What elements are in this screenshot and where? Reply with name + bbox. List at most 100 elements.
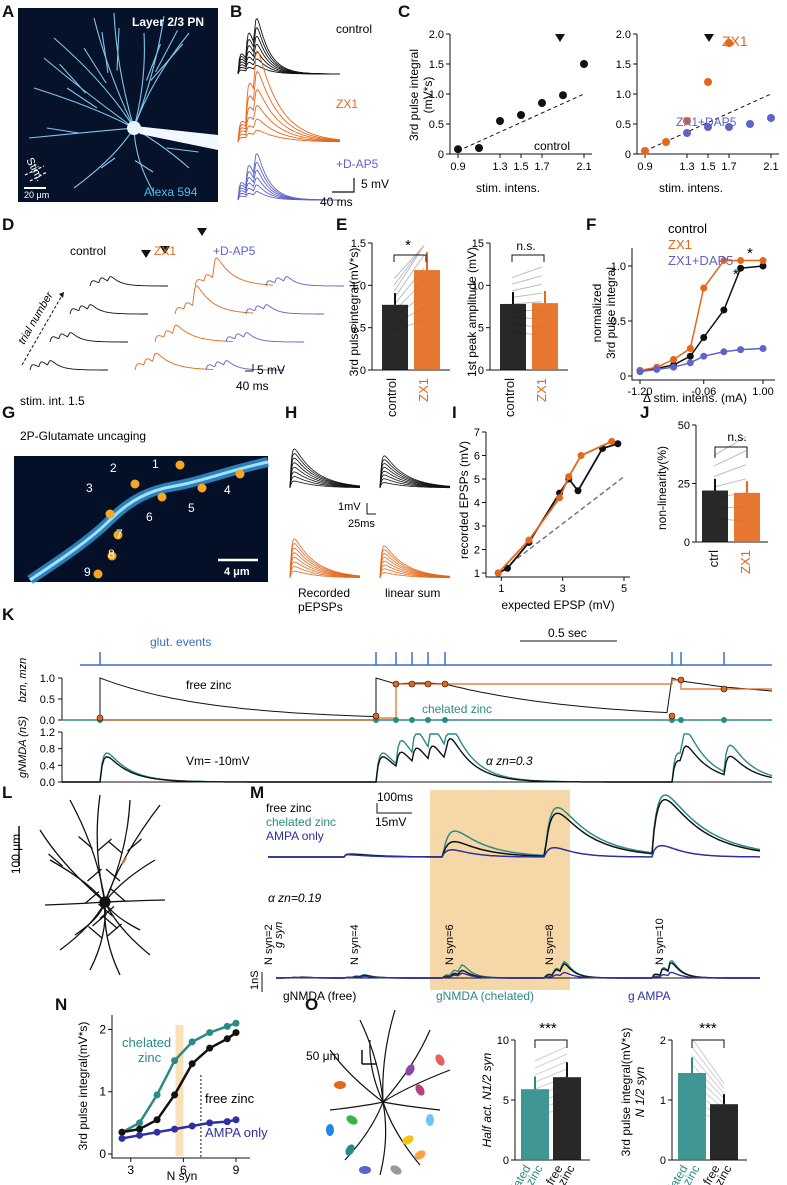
o-synapse-cluster	[326, 1124, 334, 1136]
k-ylabel2: gNMDA (nS)	[17, 716, 29, 778]
dendrite-branch	[145, 43, 162, 81]
c-axes-0	[449, 34, 592, 155]
c-point	[725, 123, 733, 131]
e-ylabel1: 3rd pulse integral(mV*s)	[347, 248, 361, 377]
o-bar	[521, 1089, 549, 1160]
i-ytick-label: 3	[474, 521, 480, 533]
j-ytick-label: 50	[678, 420, 690, 432]
e-paired-line	[393, 245, 425, 293]
f-point	[737, 346, 745, 354]
k-event-dot	[409, 717, 415, 723]
uncaging-spot	[105, 509, 115, 519]
dendrite	[133, 32, 190, 129]
c-point	[746, 120, 754, 128]
uncaging-spot	[107, 551, 117, 561]
h-trace	[289, 448, 361, 489]
l-branch	[78, 836, 93, 849]
h-trace	[379, 455, 451, 489]
i-ytick-label: 1	[474, 568, 480, 580]
c-point	[517, 111, 525, 119]
n-point	[232, 1019, 240, 1027]
e-star: *	[405, 237, 411, 254]
o-bracket	[534, 1039, 568, 1048]
c-ytick-label: 1.0	[616, 89, 631, 101]
k-zinc-dot	[668, 712, 676, 720]
o-dendrite	[382, 1069, 451, 1103]
m-scale-g: 1nS	[249, 970, 261, 990]
k-glut-label: glut. events	[150, 635, 211, 649]
l-branch	[108, 841, 123, 854]
f-point	[686, 345, 694, 352]
c-point	[683, 117, 691, 125]
c-axes-1	[636, 34, 779, 155]
e-paired-line	[393, 245, 425, 286]
h-trace	[289, 561, 360, 579]
o-synapse-cluster	[414, 1150, 426, 1160]
o-synapse-cluster	[346, 1115, 358, 1125]
l-branch	[87, 868, 102, 882]
c-point	[683, 129, 691, 137]
panel-h-traces: 1mV 25ms Recorded pEPSPs linear sum	[289, 448, 451, 614]
panel-d-trials: control ZX1 +D-AP5 trial number stim. in…	[16, 228, 344, 408]
panel-letter-d: D	[2, 215, 14, 234]
panel-letter-m: M	[250, 783, 264, 802]
c-point	[580, 60, 588, 68]
c-ytick-label: 1.5	[616, 59, 631, 71]
c-ytick-label: 1.5	[429, 59, 444, 71]
e-xlabel: control	[502, 378, 517, 417]
e-ytick-label: 10	[472, 280, 484, 292]
n-point	[188, 1060, 196, 1068]
i-ylabel: recorded EPSPs (mV)	[457, 441, 471, 559]
o-dendrite	[359, 1019, 384, 1103]
f-point	[737, 257, 745, 264]
dendrite-branch	[83, 47, 107, 84]
e-bar	[500, 303, 526, 370]
f-ylabel1: normalized	[590, 284, 604, 343]
k-zinc-dot	[392, 680, 400, 688]
e-paired-line	[511, 292, 543, 298]
h-trace	[289, 538, 361, 579]
j-xlabel: ZX1	[738, 550, 753, 574]
panel-j-bars: 0 25 50 ctrl ZX1 non-linearity(%) n.s.	[655, 420, 768, 574]
e-bracket	[511, 254, 545, 262]
c-xtick-label: 0.9	[450, 161, 465, 173]
f-point	[700, 352, 708, 360]
e-bar	[382, 304, 408, 370]
m-highlight	[430, 790, 570, 990]
i-xtick-label: 1	[498, 583, 504, 595]
m-alpha: α zn=0.19	[268, 891, 322, 905]
f-point	[686, 352, 694, 360]
d-stim-label: stim. int. 1.5	[20, 394, 85, 408]
o-synapse-cluster	[426, 1114, 434, 1126]
i-point	[574, 487, 582, 495]
c-point	[454, 145, 462, 154]
d-arrowhead	[141, 250, 151, 258]
e-xlabel: ZX1	[416, 378, 431, 402]
b-scale-v: 5 mV	[361, 177, 389, 191]
panel-letter-h: H	[285, 403, 297, 422]
panel-letter-k: K	[2, 605, 15, 624]
d-trial-label: trial number	[16, 289, 56, 346]
o-ytick-label: 0	[503, 1155, 509, 1167]
o-synapse-cluster	[359, 1166, 371, 1174]
c-arrowhead-left	[555, 34, 565, 42]
panel-k-model: 0.0 0.5 1.0 0.0 0.4 0.8 1.2 glut. events 0.5 s…	[17, 626, 773, 789]
k-zinc-dot	[677, 676, 685, 684]
spot-label: 3	[86, 481, 93, 495]
trace	[237, 89, 341, 143]
c-ytick-label: 0.5	[616, 119, 631, 131]
panel-letter-g: G	[2, 403, 15, 422]
n-highlight	[175, 1025, 184, 1156]
c-ytick-label: 2.0	[616, 29, 631, 41]
n-point	[153, 1116, 161, 1124]
uncaging-spot	[157, 492, 167, 502]
d-dap5-label: +D-AP5	[213, 244, 256, 258]
panel-letter-n: N	[55, 995, 67, 1014]
e-paired-line	[393, 245, 425, 280]
o-synapse-cluster	[345, 1144, 355, 1156]
k-vm-label: Vm= -10mV	[186, 754, 250, 768]
j-bracket	[714, 446, 748, 458]
k-event-dot	[721, 717, 727, 723]
c-xtick-label: 1.7	[721, 161, 736, 173]
c-ytick-label: 0	[438, 149, 444, 161]
